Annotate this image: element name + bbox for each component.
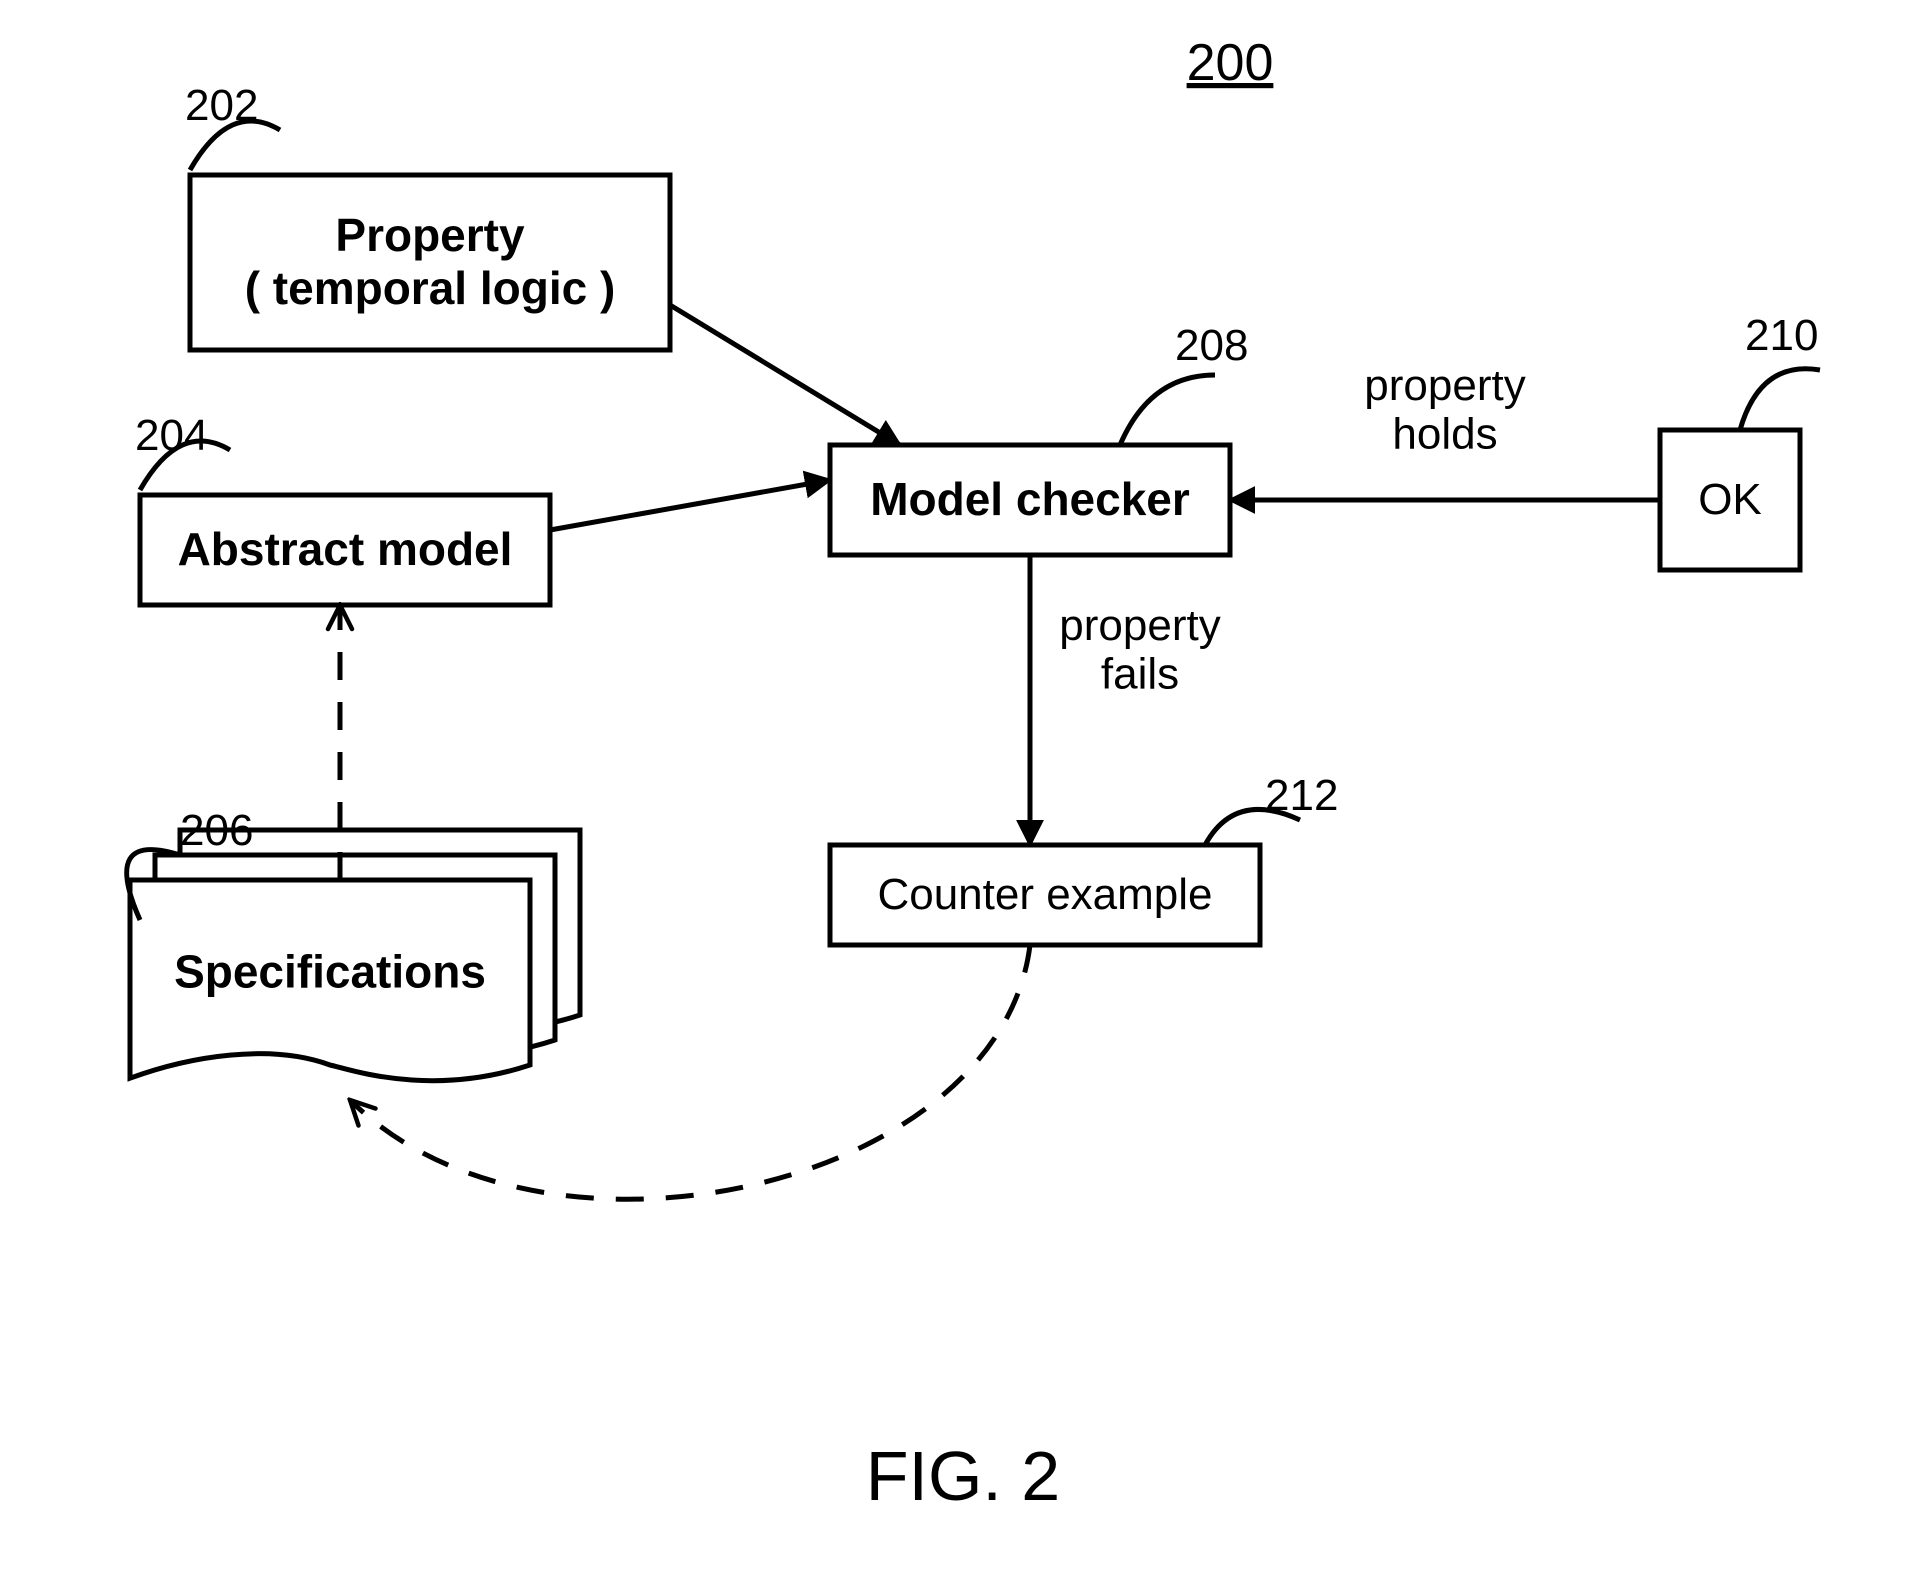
property-node: Property( temporal logic ) 202 [185,81,670,350]
specifications-label-0: Specifications [174,945,486,997]
property-label-0: Property [335,209,525,261]
ok-node: OK 210 [1660,311,1820,570]
specifications-ref: 206 [180,806,253,855]
edge-label-3-0: property [1059,601,1220,650]
edge-label-2-0: property [1364,361,1525,410]
ok-ref: 210 [1745,311,1818,360]
figure-root: 200 Property( temporal logic ) 202 Abstract… [0,0,1926,1593]
counter_example-label-0: Counter example [877,870,1212,919]
figure-number: 200 [1187,34,1274,92]
figure-number-text: 200 [1187,34,1274,92]
figure-caption: FIG. 2 [866,1437,1060,1515]
property-ref: 202 [185,81,258,130]
edge-label-3-1: fails [1101,649,1179,698]
property-label-1: ( temporal logic ) [245,262,616,314]
model_checker-ref: 208 [1175,321,1248,370]
abstract_model-node: Abstract model 204 [135,411,550,605]
edge-model_checker-counter_example: propertyfails [1030,555,1221,845]
model_checker-label-0: Model checker [870,473,1190,525]
ok-label-0: OK [1698,475,1762,524]
counter_example-ref: 212 [1265,771,1338,820]
counter_example-node: Counter example 212 [830,771,1338,945]
edge-ok-model_checker: propertyholds [1230,361,1660,500]
abstract_model-label-0: Abstract model [178,523,513,575]
specifications-node: Specifications 206 [127,806,580,1081]
edge-label-2-1: holds [1392,409,1497,458]
abstract_model-ref: 204 [135,411,208,460]
edge-abstract_model-model_checker [550,480,830,530]
edge-property-model_checker [670,305,900,445]
